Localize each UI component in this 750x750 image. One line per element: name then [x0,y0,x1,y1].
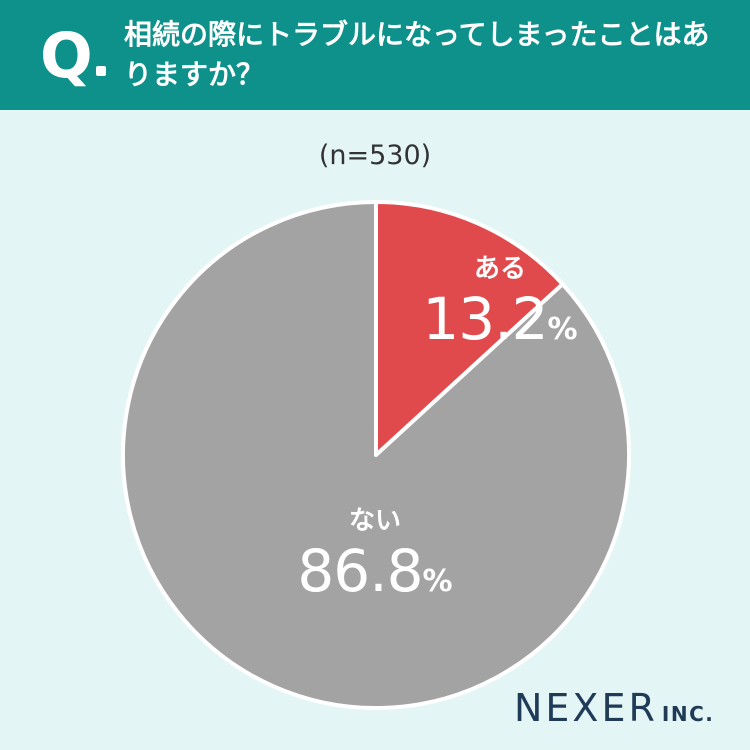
logo-sub: INC. [661,702,715,726]
question-text: 相続の際にトラブルになってしまったことはありますか？ [124,18,710,91]
slice-value-aru: 13.2 [422,285,548,353]
sample-size: (n=530) [318,140,432,171]
nexer-logo: NEXER INC. [514,686,714,730]
question-header: Q 相続の際にトラブルになってしまったことはありますか？ [0,0,750,110]
slice-unit-nai: % [422,564,453,599]
slice-nai [121,200,631,710]
slice-label-aru: ある 13.2% [375,248,625,353]
slice-aru [374,200,565,457]
slice-value-nai: 86.8 [297,537,423,605]
q-letter: Q [40,19,93,92]
slice-name-nai: ない [348,506,401,536]
slice-name-aru: ある [473,254,526,284]
slice-unit-aru: % [547,312,578,347]
q-dot [96,66,106,76]
slice-label-nai: ない 86.8% [240,500,510,605]
logo-main: NEXER [514,686,658,730]
